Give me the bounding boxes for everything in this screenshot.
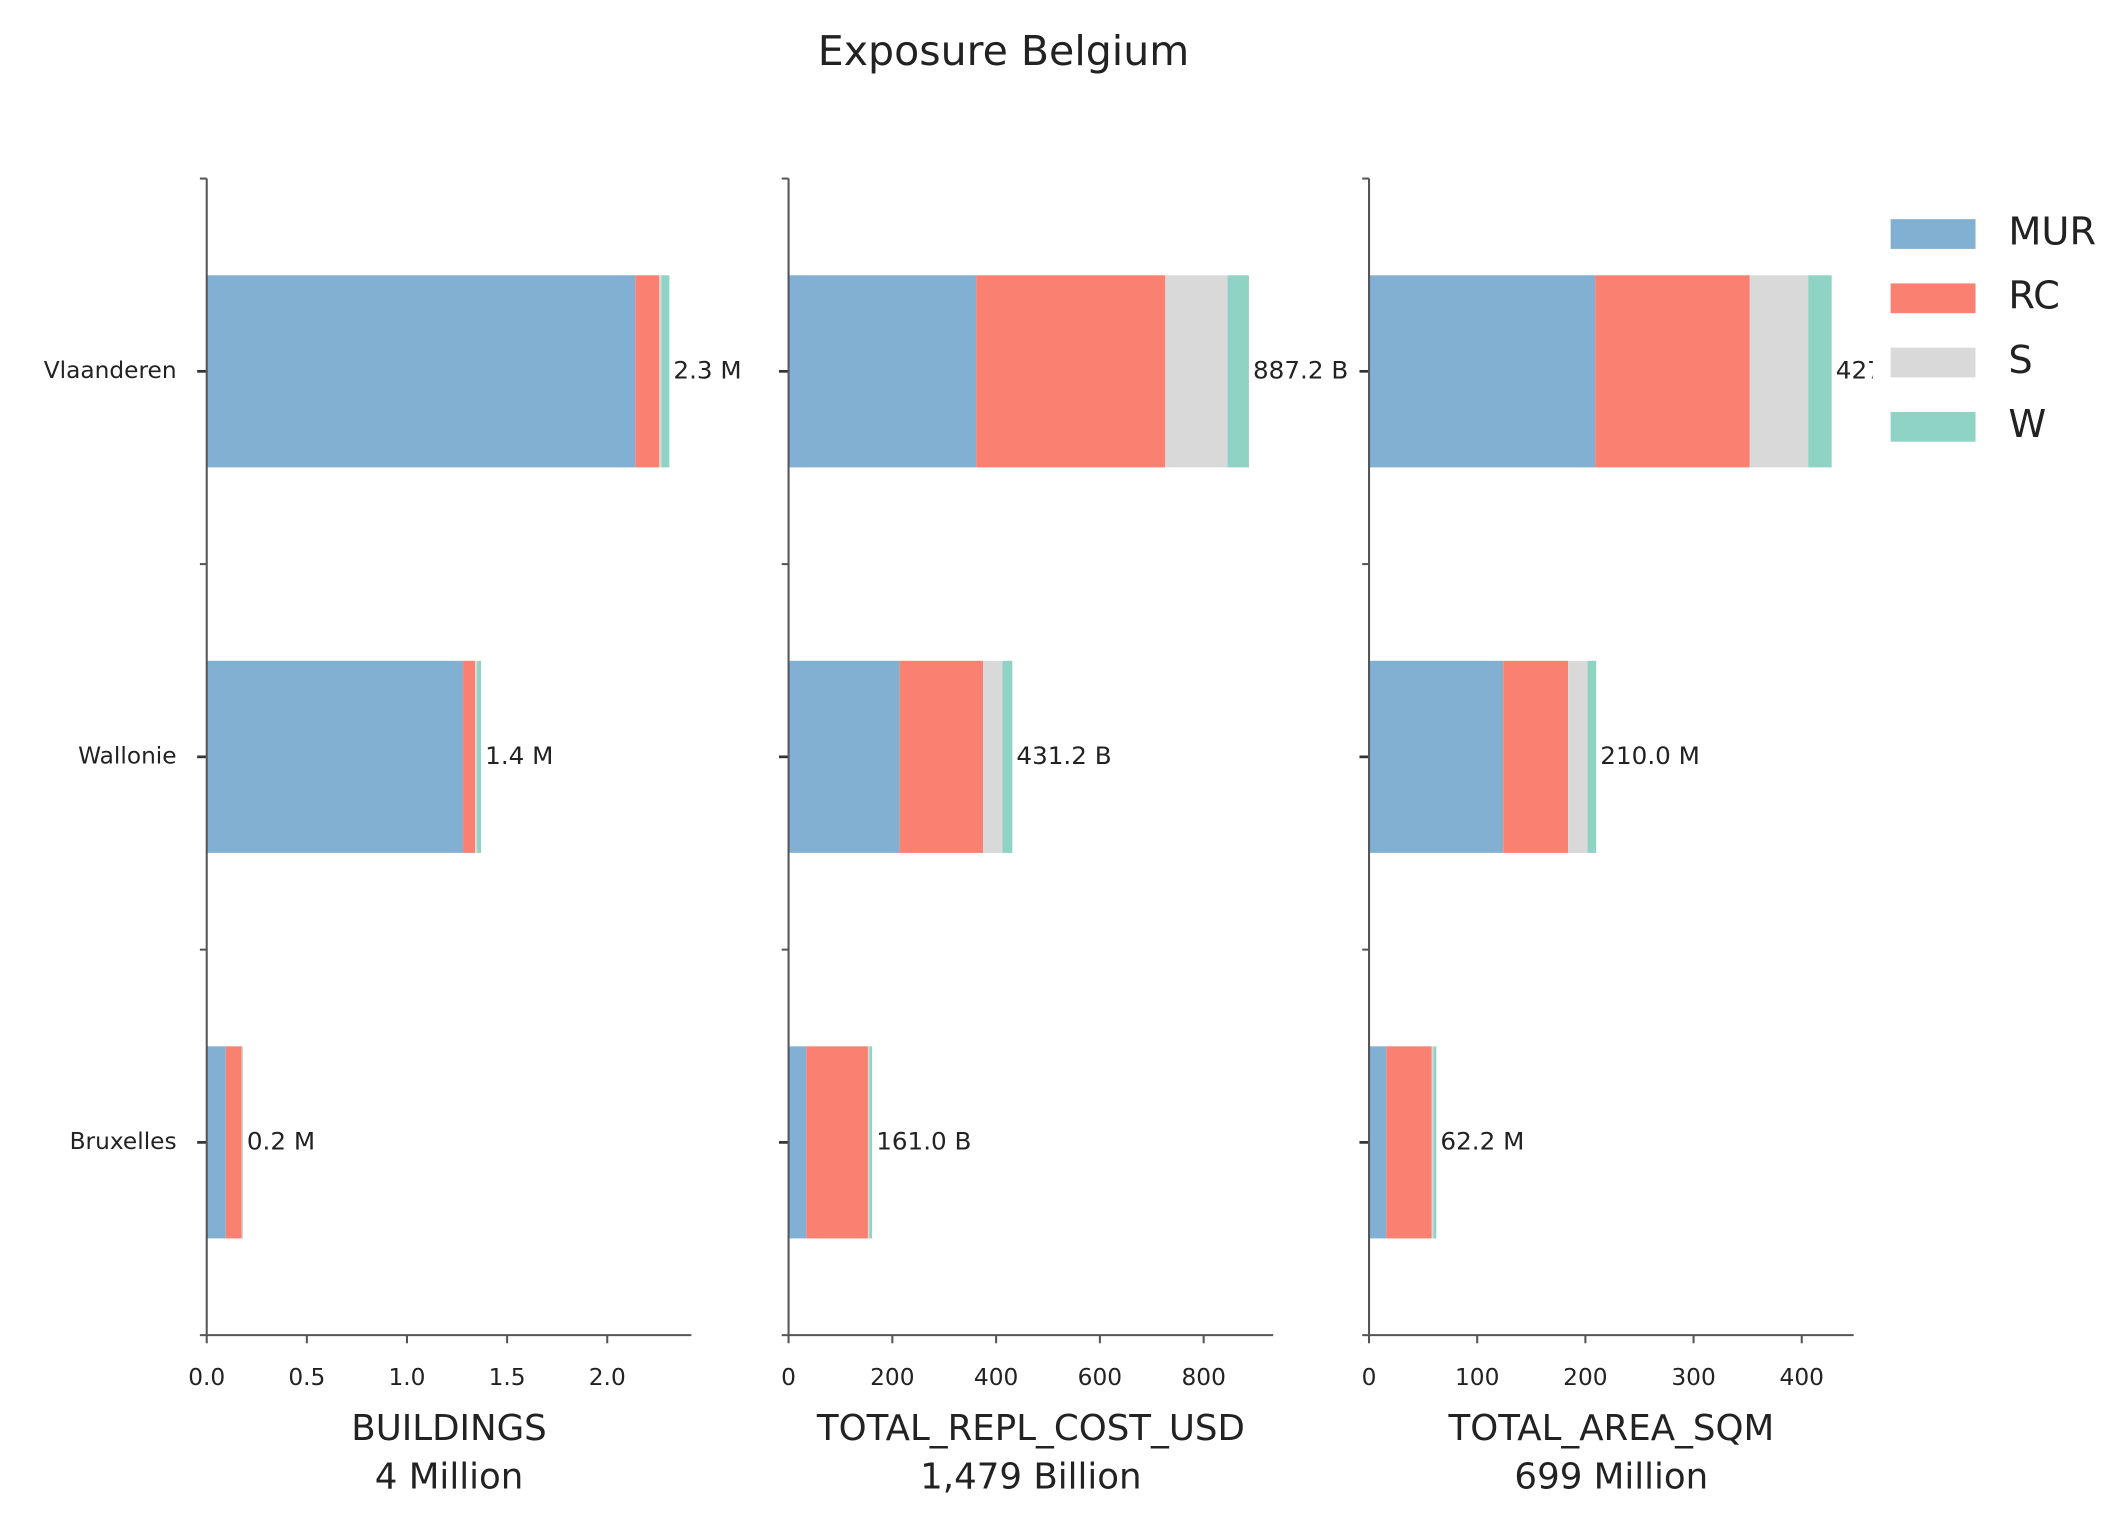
- bar-segment: [1503, 660, 1569, 853]
- x-tick-label: 2.0: [589, 1365, 626, 1391]
- bar-segment: [788, 660, 900, 853]
- bar-segment: [1568, 660, 1588, 853]
- total-label: 0.2 M: [247, 1126, 315, 1155]
- bar-segment: [869, 1046, 873, 1239]
- y-tick-label: Bruxelles: [70, 1129, 177, 1155]
- bar-segment: [806, 1046, 868, 1239]
- total-label: 431.2 B: [1016, 741, 1111, 770]
- x-tick-label: 0: [1362, 1365, 1377, 1391]
- legend-label: W: [2008, 402, 2046, 446]
- x-tick-label: 200: [870, 1365, 914, 1391]
- bar-segment: [788, 275, 977, 468]
- bar-segment: [788, 1046, 807, 1239]
- x-tick-label: 600: [1078, 1365, 1122, 1391]
- bar-segment: [1431, 1046, 1434, 1239]
- x-tick-label: 400: [974, 1365, 1018, 1391]
- bar-segment: [1165, 275, 1228, 468]
- bar-segment: [242, 1046, 243, 1239]
- x-tick-label: 300: [1671, 1365, 1715, 1391]
- x-tick-label: 1.5: [489, 1365, 526, 1391]
- legend-swatch: [1890, 347, 1976, 378]
- bar-segment: [1369, 275, 1596, 468]
- total-label: 2.3 M: [673, 355, 741, 384]
- x-axis-label: TOTAL_REPL_COST_USD: [816, 1408, 1245, 1449]
- bar-segment: [463, 660, 476, 853]
- bar-segment: [976, 275, 1166, 468]
- x-axis-label: 699 Million: [1514, 1457, 1708, 1498]
- bar-segment: [1386, 1046, 1432, 1239]
- bar-segment: [206, 275, 636, 468]
- y-tick-label: Vlaanderen: [44, 358, 177, 384]
- bar-segment: [1433, 1046, 1437, 1239]
- x-tick-label: 400: [1780, 1365, 1824, 1391]
- legend-swatch: [1890, 283, 1976, 314]
- bar-segment: [867, 1046, 870, 1239]
- y-tick-label: Wallonie: [78, 743, 176, 769]
- bar-segment: [206, 660, 464, 853]
- bar-segment: [1002, 660, 1013, 853]
- legend-swatch: [1890, 411, 1976, 442]
- bar-segment: [983, 660, 1003, 853]
- total-label: 161.0 B: [876, 1126, 971, 1155]
- bar-segment: [1595, 275, 1750, 468]
- bar-segment: [1369, 660, 1504, 853]
- bar-segment: [1808, 275, 1832, 468]
- legend-label: MUR: [2008, 210, 2096, 254]
- total-label: 210.0 M: [1600, 741, 1700, 770]
- x-axis-label: TOTAL_AREA_SQM: [1448, 1408, 1775, 1449]
- bar-segment: [475, 660, 478, 853]
- bar-segment: [661, 275, 670, 468]
- x-tick-label: 100: [1455, 1365, 1499, 1391]
- total-label: 62.2 M: [1440, 1126, 1524, 1155]
- x-tick-label: 0.0: [188, 1365, 225, 1391]
- x-tick-label: 0.5: [288, 1365, 325, 1391]
- bar-segment: [635, 275, 660, 468]
- x-axis-label: 4 Million: [375, 1457, 524, 1498]
- x-tick-label: 0: [781, 1365, 796, 1391]
- bar-segment: [1227, 275, 1249, 468]
- bar-segment: [1587, 660, 1597, 853]
- total-label: 887.2 B: [1253, 355, 1348, 384]
- bar-segment: [1749, 275, 1809, 468]
- total-label: 1.4 M: [485, 741, 553, 770]
- x-axis-label: 1,479 Billion: [920, 1457, 1141, 1498]
- bar-segment: [659, 275, 662, 468]
- legend-label: S: [2008, 338, 2032, 382]
- legend-label: RC: [2008, 274, 2059, 318]
- bar-segment: [206, 1046, 226, 1239]
- x-tick-label: 200: [1563, 1365, 1607, 1391]
- bar-segment: [225, 1046, 242, 1239]
- x-tick-label: 800: [1181, 1365, 1225, 1391]
- x-tick-label: 1.0: [388, 1365, 425, 1391]
- bar-segment: [1369, 1046, 1387, 1239]
- bar-segment: [899, 660, 984, 853]
- legend-swatch: [1890, 219, 1976, 249]
- x-axis-label: BUILDINGS: [351, 1408, 546, 1449]
- chart-title: Exposure Belgium: [818, 27, 1189, 75]
- bar-segment: [477, 660, 482, 853]
